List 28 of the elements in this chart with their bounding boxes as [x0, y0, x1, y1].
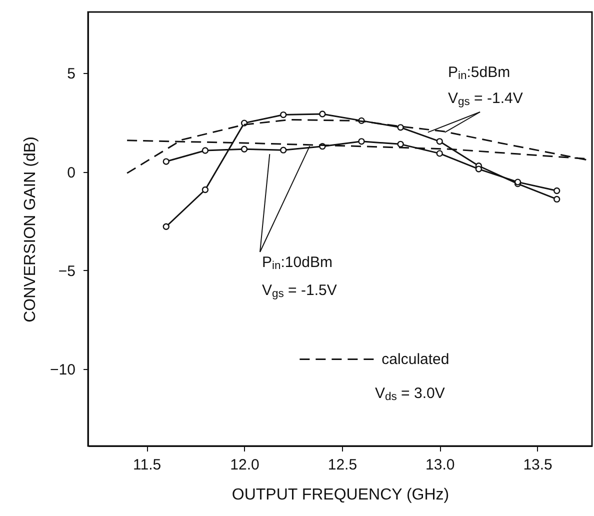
point: [436, 138, 443, 145]
point: [240, 146, 248, 152]
point: [202, 186, 209, 194]
point: [162, 223, 170, 230]
y-tick-label: −10: [50, 362, 76, 379]
legend-label: calculated: [382, 351, 450, 368]
y-tick-label: 5: [67, 66, 76, 83]
y-axis-title: CONVERSION GAIN (dB): [22, 136, 40, 322]
point: [554, 187, 560, 194]
point: [554, 196, 560, 203]
x-tick-label: 11.5: [133, 456, 162, 474]
point: [397, 140, 404, 148]
point: [280, 111, 287, 118]
x-tick-label: 13.0: [426, 456, 455, 474]
point: [319, 110, 326, 118]
y-tick-label: 0: [67, 164, 76, 182]
x-tick-label: 13.5: [523, 456, 552, 474]
point: [280, 146, 287, 154]
x-tick-label: 12.5: [328, 456, 358, 474]
y-tick-label: −5: [58, 262, 76, 280]
point: [202, 147, 209, 154]
point: [358, 138, 365, 145]
point: [475, 166, 482, 172]
point: [436, 150, 443, 157]
point: [162, 158, 170, 165]
point: [397, 124, 404, 131]
x-tick-label: 12.0: [230, 456, 260, 474]
x-axis-title: OUTPUT FREQUENCY (GHz): [232, 486, 450, 504]
